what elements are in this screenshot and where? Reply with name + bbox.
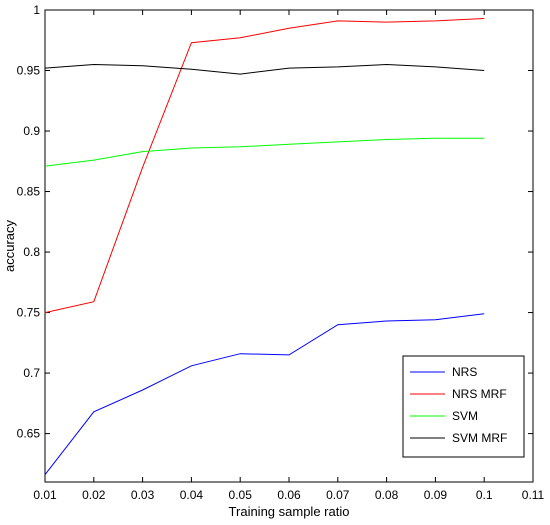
legend-label: NRS MRF — [452, 387, 507, 401]
y-tick-label: 0.65 — [17, 427, 41, 441]
series-line-1 — [44, 18, 485, 314]
legend-box — [402, 355, 525, 458]
x-tick-label: 0.09 — [424, 488, 448, 502]
x-tick-label: 0.11 — [522, 488, 545, 502]
legend-label: SVM — [452, 409, 478, 423]
series-lines — [44, 18, 485, 476]
x-tick-label: 0.04 — [180, 488, 204, 502]
y-tick-label: 1 — [33, 3, 40, 17]
series-line-3 — [44, 63, 485, 75]
y-tick-label: 0.85 — [17, 185, 41, 199]
x-axis-title: Training sample ratio — [229, 504, 350, 519]
axis-ticks: 0.01 0.02 0.03 0.04 0.05 0.06 0.07 0.08 0.09 0.1 0… — [17, 3, 545, 502]
x-tick-label: 0.01 — [33, 488, 57, 502]
x-tick-label: 0.06 — [277, 488, 301, 502]
x-tick-label: 0.05 — [229, 488, 253, 502]
x-tick-label: 0.08 — [375, 488, 399, 502]
legend-label: SVM MRF — [452, 431, 507, 445]
y-axis-title: accuracy — [2, 219, 17, 272]
legend-label: NRS — [452, 365, 477, 379]
x-tick-label: 0.07 — [326, 488, 350, 502]
y-tick-label: 0.9 — [23, 124, 40, 138]
y-tick-label: 0.8 — [23, 245, 40, 259]
y-tick-label: 0.75 — [17, 306, 41, 320]
series-line-2 — [44, 137, 485, 167]
y-tick-label: 0.7 — [23, 366, 40, 380]
x-tick-label: 0.02 — [82, 488, 106, 502]
legend: NRS NRS MRF SVM SVM MRF — [402, 355, 525, 458]
series-line-0 — [44, 313, 485, 476]
y-tick-label: 0.95 — [17, 64, 41, 78]
x-tick-label: 0.03 — [131, 488, 155, 502]
x-tick-label: 0.1 — [476, 488, 493, 502]
